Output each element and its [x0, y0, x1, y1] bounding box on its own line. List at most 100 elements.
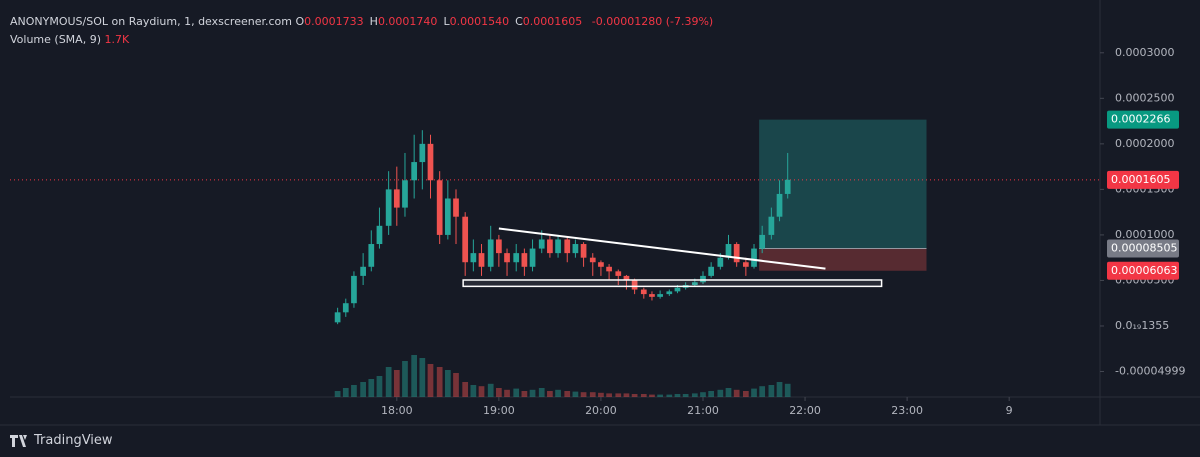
volume-bar [470, 385, 477, 397]
ohlc-key: C [515, 15, 523, 28]
candle-body [759, 234, 766, 249]
candle-body [674, 287, 681, 292]
candle-body [360, 266, 366, 276]
volume-bar [385, 367, 392, 397]
volume-bar [615, 393, 622, 397]
price-badge [1107, 110, 1179, 129]
volume-bar [606, 393, 612, 397]
ohlc-key: O [295, 15, 305, 28]
candle-body [504, 253, 510, 263]
volume-bar [513, 388, 520, 397]
candle-body [725, 244, 732, 258]
volume-bar [427, 364, 434, 397]
change: -0.00001280 (-7.39%) [591, 15, 714, 28]
candle-body [538, 239, 545, 249]
volume-bar [631, 394, 638, 397]
plot-area [10, 10, 1100, 397]
x-tick-label: 22:00 [789, 404, 821, 417]
volume-bar [691, 393, 698, 397]
volume-bar [411, 355, 418, 397]
candle-body [742, 262, 749, 267]
volume-bar [496, 388, 502, 397]
ohlc-value: 0.0001740 [377, 15, 438, 28]
volume-bar [564, 391, 571, 397]
candle-body [784, 179, 791, 194]
logo [10, 434, 27, 447]
candle-body [751, 248, 757, 267]
volume-bar [436, 367, 443, 397]
y-tick-label: 0.0₁₉1355 [1115, 319, 1169, 332]
candle-body [427, 143, 434, 181]
candle-body [580, 244, 587, 258]
price-badge [1107, 170, 1179, 189]
volume-bar [589, 392, 596, 397]
candle-body [589, 257, 596, 263]
candle-body [513, 253, 520, 263]
ohlc-key: L [443, 15, 450, 28]
candle-body [708, 266, 715, 276]
volume-value: 1.7K [104, 33, 130, 46]
candle-body [478, 253, 485, 267]
support-box [462, 279, 883, 288]
candle-body [776, 193, 783, 217]
volume-bar [666, 394, 673, 397]
price-badge-label: 0.0002266 [1111, 113, 1171, 126]
candle-body [768, 216, 775, 235]
volume-bar [657, 394, 663, 397]
candle-body [564, 239, 571, 254]
y-tick-label: 0.0002000 [1115, 137, 1175, 150]
candle-body [419, 143, 426, 163]
volume-bar [351, 385, 357, 397]
candle-body [615, 271, 622, 276]
volume-bar [759, 386, 766, 397]
candle-body [496, 239, 502, 254]
price-badge [1107, 239, 1179, 258]
candle-body [649, 294, 655, 297]
x-tick-label: 20:00 [585, 404, 617, 417]
volume-bar [547, 391, 553, 397]
volume-bar [334, 391, 341, 397]
candle-body [657, 294, 663, 297]
volume-bar [360, 382, 366, 397]
ohlc-key: H [369, 15, 378, 28]
volume-bar [538, 388, 545, 397]
candle-body [453, 198, 459, 217]
volume-bar [342, 388, 349, 397]
volume-bar [529, 389, 536, 397]
price-badge-label: 0.00006063 [1111, 264, 1177, 277]
volume-bar [580, 392, 587, 397]
candle-body [598, 262, 604, 267]
ohlc-value: 0.0001605 [522, 15, 583, 28]
candle-body [393, 189, 400, 208]
candle-body [666, 291, 673, 295]
volume-bar [682, 394, 689, 397]
price-badge-label: 0.0001605 [1111, 173, 1171, 186]
candle-body [700, 275, 706, 283]
position-stop-zone [759, 248, 927, 271]
volume-bar [376, 376, 383, 397]
volume-bar [717, 389, 724, 397]
x-tick-label: 19:00 [483, 404, 515, 417]
volume-bar [478, 386, 485, 397]
footer: TradingView [10, 433, 113, 448]
volume-bar [640, 394, 647, 397]
volume-bar [402, 361, 408, 397]
volume-bar [674, 394, 681, 397]
y-tick-label: 0.0002500 [1115, 91, 1175, 104]
volume-bar [751, 388, 757, 397]
x-tick-label: 21:00 [687, 404, 719, 417]
candle-body [555, 239, 561, 254]
ohlc: O0.0001733 H0.0001740 L0.0001540 C0.0001605 [295, 15, 588, 28]
volume-label: Volume (SMA, 9) [10, 33, 101, 46]
volume-bar [521, 391, 528, 397]
legend: ANONYMOUS/SOL on Raydium, 1, dexscreener… [10, 13, 713, 49]
volume-bar [768, 385, 775, 397]
candle-body [487, 239, 494, 267]
candle-body [385, 189, 392, 226]
candle-body [631, 280, 638, 290]
volume-bar [393, 370, 400, 397]
volume-bar [487, 383, 494, 397]
volume-bar [700, 392, 706, 397]
volume-bar [725, 388, 732, 397]
